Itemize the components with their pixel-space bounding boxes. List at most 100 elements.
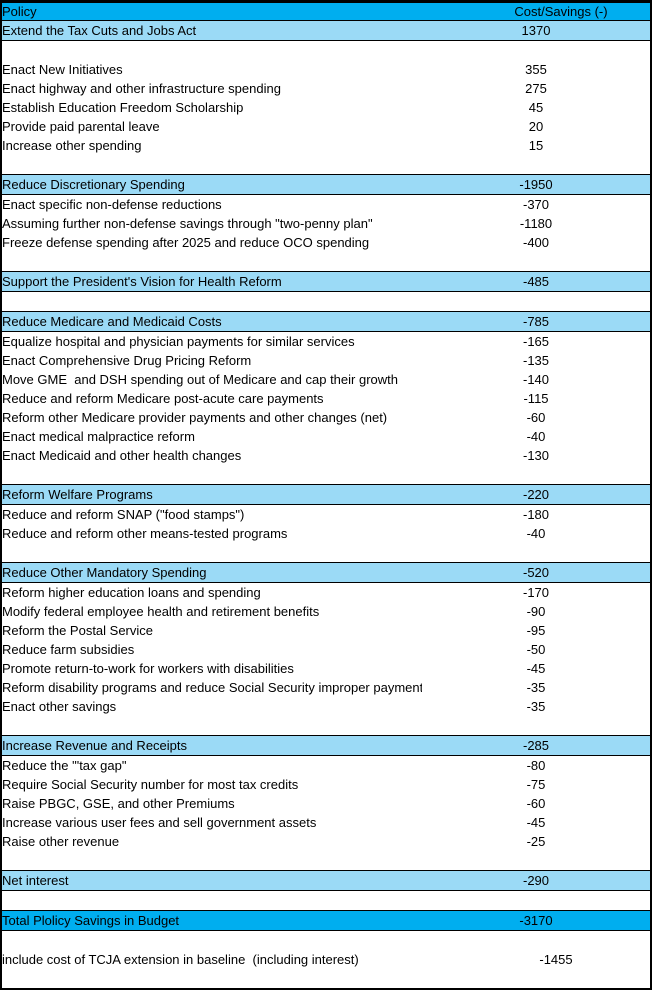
section-row: Reform Welfare Programs -220: [2, 484, 650, 505]
policy-cell: Increase other spending: [2, 138, 142, 153]
blank-row: [2, 931, 650, 951]
policy-cell: Move GME and DSH spending out of Medicar…: [2, 372, 398, 387]
policy-cell: Enact New Initiatives: [2, 62, 123, 77]
policy-cell: Establish Education Freedom Scholarship: [2, 100, 244, 115]
policy-cell: Enact Comprehensive Drug Pricing Reform: [2, 353, 252, 368]
item-row: Enact specific non-defense reductions -3…: [2, 195, 650, 215]
value-cell: -80: [526, 758, 546, 773]
policy-cell: Enact Medicaid and other health changes: [2, 448, 242, 463]
policy-cell: [2, 891, 422, 911]
policy-cell: Policy: [2, 2, 422, 21]
blank-row: [2, 292, 650, 312]
value-cell: -40: [526, 429, 546, 444]
value-cell: -165: [522, 334, 550, 349]
value-cell: -135: [522, 353, 550, 368]
policy-cell: Enact highway and other infrastructure s…: [2, 81, 281, 96]
policy-cell: Enact medical malpractice reform: [2, 429, 195, 444]
blank-row: [2, 851, 650, 871]
value-cell: -170: [522, 585, 550, 600]
value-cell: 1370: [422, 20, 650, 41]
item-row: Raise PBGC, GSE, and other Premiums -60: [2, 794, 650, 813]
blank-row: [2, 155, 650, 175]
value-cell: [422, 891, 650, 911]
total-row: Total Plolicy Savings in Budget -3170: [2, 910, 650, 931]
policy-cell: Extend the Tax Cuts and Jobs Act: [2, 20, 422, 41]
section-row: Extend the Tax Cuts and Jobs Act 1370: [2, 20, 650, 41]
value-cell: -115: [523, 391, 549, 406]
value-cell: 275: [525, 81, 547, 96]
value-cell: -40: [526, 526, 546, 541]
value-cell: -25: [526, 834, 546, 849]
item-row: Reduce and reform SNAP ("food stamps") -…: [2, 505, 650, 525]
policy-cell: Reform other Medicare provider payments …: [2, 410, 388, 425]
value-cell: -45: [526, 815, 546, 830]
value-cell: -60: [526, 796, 546, 811]
value-cell: -1180: [519, 216, 553, 231]
item-row: Require Social Security number for most …: [2, 775, 650, 794]
value-cell: [422, 931, 650, 951]
policy-cell: include cost of TCJA extension in baseli…: [2, 952, 359, 967]
section-row: Reduce Medicare and Medicaid Costs -785: [2, 311, 650, 332]
value-cell: Cost/Savings (-): [422, 2, 650, 21]
item-row: Reduce the "'tax gap" -80: [2, 756, 650, 776]
item-row: Reform higher education loans and spendi…: [2, 583, 650, 603]
policy-cell: Provide paid parental leave: [2, 119, 160, 134]
value-cell: 20: [528, 119, 544, 134]
value-cell: -180: [522, 507, 550, 522]
value-cell: [422, 851, 650, 871]
item-row: Raise other revenue -25: [2, 832, 650, 851]
value-cell: -400: [522, 235, 550, 250]
value-cell: -520: [422, 562, 650, 583]
policy-cell: [2, 851, 422, 871]
value-cell: [422, 465, 650, 485]
value-cell: -370: [522, 197, 550, 212]
blank-row: [2, 969, 650, 988]
value-cell: -95: [526, 623, 546, 638]
policy-cell: Reform higher education loans and spendi…: [2, 585, 261, 600]
item-row: Assuming further non-defense savings thr…: [2, 214, 650, 233]
policy-cell: Assuming further non-defense savings thr…: [2, 216, 373, 231]
value-cell: 355: [525, 62, 547, 77]
value-cell: [422, 41, 650, 61]
value-cell: -290: [422, 870, 650, 891]
policy-cell: Equalize hospital and physician payments…: [2, 334, 355, 349]
item-row: Reform disability programs and reduce So…: [2, 678, 650, 697]
blank-row: [2, 543, 650, 563]
policy-cell: Reduce farm subsidies: [2, 642, 135, 657]
item-row: Enact highway and other infrastructure s…: [2, 79, 650, 98]
value-cell: 45: [528, 100, 544, 115]
item-row: Reduce farm subsidies -50: [2, 640, 650, 659]
section-row: Increase Revenue and Receipts -285: [2, 735, 650, 756]
section-row: Support the President's Vision for Healt…: [2, 271, 650, 292]
policy-cell: Modify federal employee health and retir…: [2, 604, 320, 619]
policy-cell: Reform the Postal Service: [2, 623, 154, 638]
value-cell: -35: [526, 680, 546, 695]
value-cell: [422, 155, 650, 175]
policy-cell: Reform disability programs and reduce So…: [2, 680, 422, 695]
value-cell: [422, 292, 650, 312]
item-row: Establish Education Freedom Scholarship …: [2, 98, 650, 117]
policy-cell: Reduce and reform Medicare post-acute ca…: [2, 391, 324, 406]
policy-cell: [2, 41, 422, 61]
blank-row: [2, 716, 650, 736]
policy-cell: Total Plolicy Savings in Budget: [2, 910, 422, 931]
policy-cell: Raise PBGC, GSE, and other Premiums: [2, 796, 235, 811]
section-row: Reduce Discretionary Spending -1950: [2, 174, 650, 195]
item-row: Reduce and reform other means-tested pro…: [2, 524, 650, 543]
section-row: Reduce Other Mandatory Spending -520: [2, 562, 650, 583]
value-cell: -75: [526, 777, 546, 792]
policy-cell: Reduce Medicare and Medicaid Costs: [2, 311, 422, 332]
value-cell: -220: [422, 484, 650, 505]
policy-cell: [2, 465, 422, 485]
policy-cell: [2, 931, 422, 951]
item-row: Enact New Initiatives 355: [2, 60, 650, 79]
item-row: Move GME and DSH spending out of Medicar…: [2, 370, 650, 389]
item-row: Enact medical malpractice reform -40: [2, 427, 650, 446]
item-row: Increase other spending 15: [2, 136, 650, 155]
item-row: Modify federal employee health and retir…: [2, 602, 650, 621]
policy-cell: Net interest: [2, 870, 422, 891]
section-row: Net interest -290: [2, 870, 650, 891]
